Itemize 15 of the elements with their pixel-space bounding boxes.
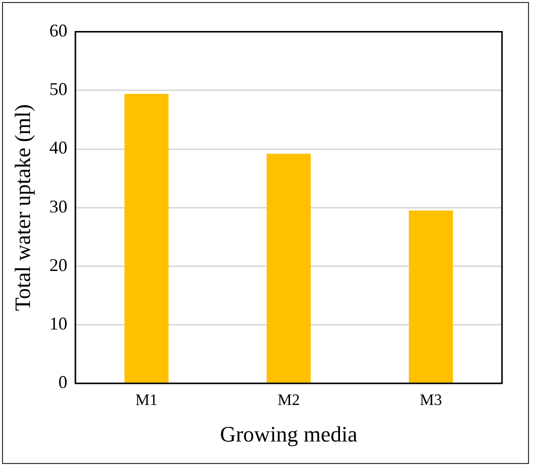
y-tick-label: 10 <box>49 314 68 334</box>
x-tick-label: M1 <box>135 392 158 410</box>
y-tick-label: 40 <box>49 138 68 158</box>
y-tick-label: 20 <box>49 254 68 275</box>
bar <box>124 94 169 383</box>
x-tick-label: M2 <box>278 392 300 410</box>
y-tick-label: 50 <box>49 79 68 100</box>
y-axis-title: Total water uptake (ml) <box>10 104 35 311</box>
bar <box>408 210 453 383</box>
y-tick-label: 60 <box>49 20 68 41</box>
bar <box>266 154 311 383</box>
y-tick-label: 0 <box>58 372 68 392</box>
x-tick-label: M3 <box>420 392 442 410</box>
y-tick-label: 30 <box>49 196 68 216</box>
x-axis-title: Growing media <box>220 422 358 447</box>
